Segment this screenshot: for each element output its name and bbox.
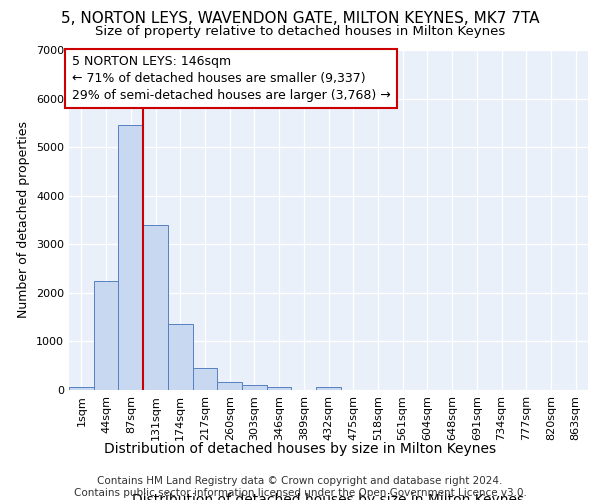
Text: 5 NORTON LEYS: 146sqm
← 71% of detached houses are smaller (9,337)
29% of semi-d: 5 NORTON LEYS: 146sqm ← 71% of detached … [71,55,391,102]
Bar [143,225,168,390]
Bar [267,387,292,390]
Text: 5, NORTON LEYS, WAVENDON GATE, MILTON KEYNES, MK7 7TA: 5, NORTON LEYS, WAVENDON GATE, MILTON KE… [61,11,539,26]
Bar [193,368,217,390]
Text: Distribution of detached houses by size in Milton Keynes: Distribution of detached houses by size … [104,442,496,456]
Y-axis label: Number of detached properties: Number of detached properties [17,122,31,318]
Bar [217,382,242,390]
Bar [94,280,118,390]
Text: Size of property relative to detached houses in Milton Keynes: Size of property relative to detached ho… [95,25,505,38]
Bar [69,387,94,390]
X-axis label: Distribution of detached houses by size in Milton Keynes: Distribution of detached houses by size … [133,493,524,500]
Bar [118,126,143,390]
Bar [242,385,267,390]
Text: Contains HM Land Registry data © Crown copyright and database right 2024.
Contai: Contains HM Land Registry data © Crown c… [74,476,526,498]
Bar [168,324,193,390]
Bar [316,387,341,390]
